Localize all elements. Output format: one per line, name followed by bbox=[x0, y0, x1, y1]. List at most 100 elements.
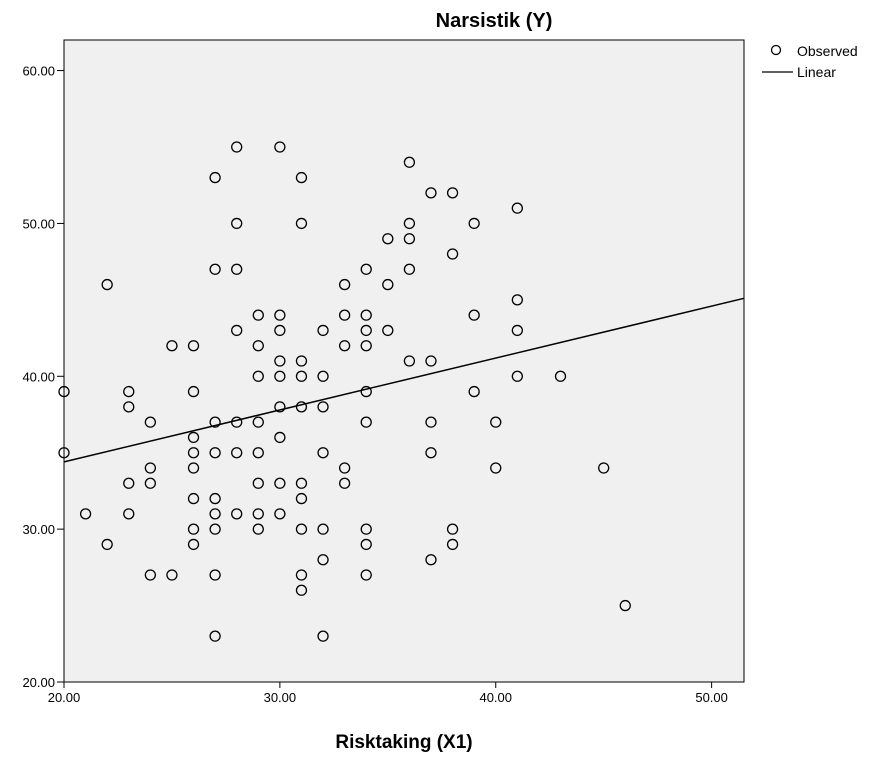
data-point bbox=[231, 217, 243, 230]
x-axis: 20.00 30.00 40.00 50.00 bbox=[48, 682, 728, 705]
data-point bbox=[338, 278, 351, 291]
data-point bbox=[123, 385, 135, 398]
data-point bbox=[295, 584, 308, 596]
data-point bbox=[317, 401, 329, 413]
data-point bbox=[317, 523, 329, 535]
data-point bbox=[382, 233, 394, 245]
data-point bbox=[274, 324, 286, 337]
data-point bbox=[403, 156, 416, 168]
data-point bbox=[317, 554, 329, 566]
data-point bbox=[274, 477, 286, 489]
data-point bbox=[317, 630, 329, 642]
data-point bbox=[446, 187, 459, 199]
y-tick-label: 50.00 bbox=[22, 216, 55, 231]
data-point bbox=[295, 569, 308, 581]
data-point bbox=[511, 324, 523, 337]
data-point bbox=[187, 431, 200, 444]
data-point bbox=[360, 385, 372, 398]
data-point bbox=[446, 523, 459, 535]
data-point bbox=[187, 492, 200, 505]
data-point bbox=[187, 538, 200, 551]
data-point bbox=[252, 416, 264, 428]
data-point bbox=[187, 385, 200, 398]
data-point bbox=[446, 538, 459, 551]
x-tick-label: 40.00 bbox=[479, 690, 512, 705]
data-point bbox=[468, 217, 480, 230]
data-point bbox=[360, 416, 372, 428]
data-point bbox=[511, 370, 523, 382]
data-point bbox=[274, 309, 286, 321]
data-point bbox=[209, 492, 221, 505]
x-tick-label: 20.00 bbox=[48, 690, 81, 705]
data-point bbox=[252, 523, 264, 535]
data-point bbox=[209, 416, 221, 428]
data-point bbox=[209, 447, 221, 459]
data-point bbox=[360, 324, 372, 337]
data-point bbox=[274, 355, 286, 367]
data-point bbox=[317, 447, 329, 459]
data-point bbox=[619, 599, 631, 612]
data-point bbox=[209, 508, 221, 520]
data-point bbox=[403, 355, 416, 367]
data-point bbox=[425, 554, 437, 566]
data-point bbox=[317, 324, 329, 337]
fit-line bbox=[63, 297, 745, 463]
x-tick-label: 50.00 bbox=[695, 690, 728, 705]
data-point bbox=[295, 401, 308, 413]
legend: Observed Linear bbox=[762, 43, 858, 80]
data-point bbox=[295, 370, 308, 382]
data-point bbox=[274, 370, 286, 382]
data-point bbox=[274, 401, 286, 413]
data-point bbox=[446, 248, 459, 260]
data-point bbox=[144, 477, 156, 489]
data-point bbox=[187, 523, 200, 535]
data-point bbox=[123, 508, 135, 520]
data-point bbox=[231, 508, 243, 520]
data-point bbox=[382, 278, 394, 291]
data-point bbox=[144, 462, 156, 474]
data-point bbox=[425, 416, 437, 428]
data-point bbox=[490, 416, 502, 428]
data-point bbox=[425, 355, 437, 367]
data-point bbox=[187, 447, 200, 459]
data-point bbox=[338, 340, 351, 352]
data-point bbox=[511, 294, 523, 306]
data-point bbox=[468, 309, 480, 321]
data-point bbox=[360, 340, 372, 352]
data-point bbox=[209, 263, 221, 275]
data-point bbox=[403, 217, 416, 230]
legend-linear-label: Linear bbox=[797, 64, 836, 80]
data-point bbox=[79, 508, 92, 520]
data-point bbox=[598, 462, 610, 474]
data-point bbox=[403, 233, 416, 245]
data-point bbox=[274, 431, 286, 444]
data-point bbox=[252, 309, 264, 321]
y-tick-label: 60.00 bbox=[22, 64, 55, 79]
y-axis: 20.00 30.00 40.00 50.00 60.00 bbox=[22, 64, 64, 690]
data-point bbox=[425, 187, 437, 199]
data-point bbox=[187, 340, 200, 352]
data-point bbox=[231, 141, 243, 153]
data-point bbox=[252, 477, 264, 489]
data-point bbox=[554, 370, 567, 382]
legend-observed-label: Observed bbox=[797, 43, 858, 59]
data-point bbox=[209, 523, 221, 535]
data-point bbox=[274, 141, 286, 153]
data-point bbox=[338, 477, 351, 489]
data-point bbox=[209, 171, 221, 184]
data-point bbox=[252, 340, 264, 352]
data-point bbox=[144, 416, 156, 428]
data-point bbox=[166, 340, 178, 352]
observed-points bbox=[58, 141, 631, 642]
data-point bbox=[360, 538, 372, 551]
data-point bbox=[231, 447, 243, 459]
y-tick-label: 20.00 bbox=[22, 675, 55, 690]
data-point bbox=[252, 447, 264, 459]
data-point bbox=[295, 492, 308, 505]
data-point bbox=[295, 477, 308, 489]
data-point bbox=[295, 355, 308, 367]
data-point bbox=[425, 447, 437, 459]
data-point bbox=[274, 508, 286, 520]
data-point bbox=[209, 569, 221, 581]
